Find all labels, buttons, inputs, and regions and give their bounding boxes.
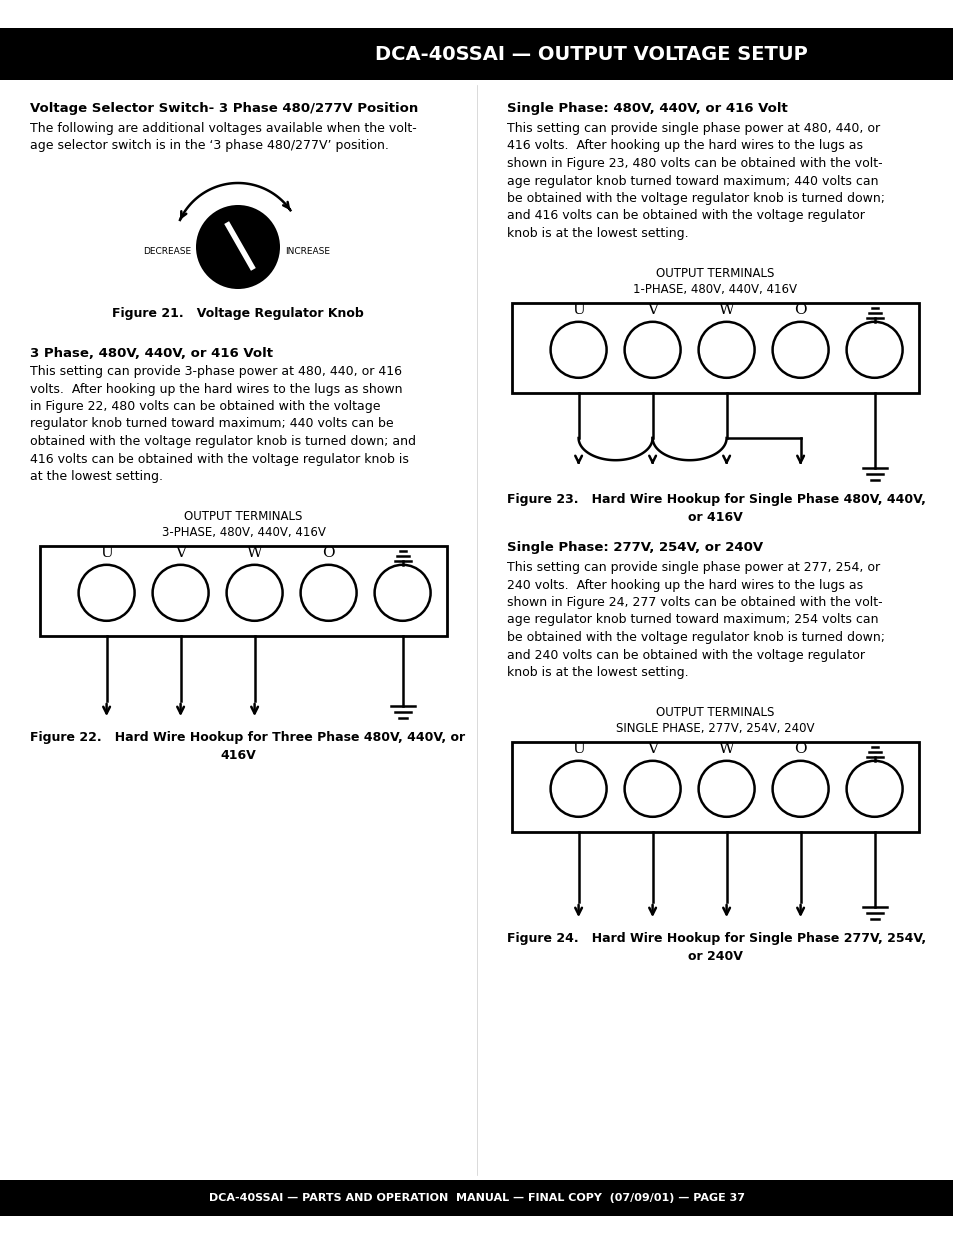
Text: O: O [322,546,335,559]
Circle shape [698,322,754,378]
Text: OUTPUT TERMINALS: OUTPUT TERMINALS [184,510,302,522]
Circle shape [772,761,828,816]
Text: Single Phase: 277V, 254V, or 240V: Single Phase: 277V, 254V, or 240V [506,541,762,555]
Circle shape [152,564,209,621]
Text: 416V: 416V [220,748,255,762]
Text: W: W [247,546,262,559]
Text: INCREASE: INCREASE [285,247,330,257]
Circle shape [550,322,606,378]
Circle shape [300,564,356,621]
Text: U: U [572,742,584,756]
Circle shape [375,564,430,621]
Text: W: W [718,303,734,317]
Text: Voltage Selector Switch- 3 Phase 480/277V Position: Voltage Selector Switch- 3 Phase 480/277… [30,103,417,115]
Text: Figure 22.   Hard Wire Hookup for Three Phase 480V, 440V, or: Figure 22. Hard Wire Hookup for Three Ph… [30,731,465,743]
Circle shape [845,322,902,378]
Bar [0,28,953,80]
Circle shape [550,761,606,816]
Text: V: V [175,546,186,559]
Text: 1-PHASE, 480V, 440V, 416V: 1-PHASE, 480V, 440V, 416V [633,283,797,296]
Text: O: O [794,742,806,756]
Text: 3-PHASE, 480V, 440V, 416V: 3-PHASE, 480V, 440V, 416V [161,526,325,538]
Bar [512,303,918,393]
Text: or 240V: or 240V [687,950,742,963]
Text: This setting can provide single phase power at 480, 440, or
416 volts.  After ho: This setting can provide single phase po… [506,122,884,240]
Text: U: U [100,546,112,559]
Text: Single Phase: 480V, 440V, or 416 Volt: Single Phase: 480V, 440V, or 416 Volt [506,103,787,115]
Text: SINGLE PHASE, 277V, 254V, 240V: SINGLE PHASE, 277V, 254V, 240V [616,722,814,735]
Circle shape [698,761,754,816]
Text: O: O [794,303,806,317]
Text: V: V [646,742,658,756]
Text: DECREASE: DECREASE [143,247,191,257]
Text: DCA-40SSAI — PARTS AND OPERATION  MANUAL — FINAL COPY  (07/09/01) — PAGE 37: DCA-40SSAI — PARTS AND OPERATION MANUAL … [209,1193,744,1203]
Circle shape [624,322,679,378]
Text: DCA-40SSAI — OUTPUT VOLTAGE SETUP: DCA-40SSAI — OUTPUT VOLTAGE SETUP [375,44,807,63]
Text: U: U [572,303,584,317]
Text: OUTPUT TERMINALS: OUTPUT TERMINALS [656,267,774,280]
Text: OUTPUT TERMINALS: OUTPUT TERMINALS [656,706,774,719]
Circle shape [845,761,902,816]
Text: 3 Phase, 480V, 440V, or 416 Volt: 3 Phase, 480V, 440V, or 416 Volt [30,347,273,359]
Circle shape [624,761,679,816]
Circle shape [78,564,134,621]
Text: This setting can provide 3-phase power at 480, 440, or 416
volts.  After hooking: This setting can provide 3-phase power a… [30,366,416,483]
Text: or 416V: or 416V [687,511,742,524]
Circle shape [772,322,828,378]
Text: Figure 23.   Hard Wire Hookup for Single Phase 480V, 440V,: Figure 23. Hard Wire Hookup for Single P… [506,493,925,506]
Bar [0,1179,953,1216]
Text: This setting can provide single phase power at 277, 254, or
240 volts.  After ho: This setting can provide single phase po… [506,561,884,679]
Bar [40,546,447,636]
Text: W: W [718,742,734,756]
Text: Figure 21.   Voltage Regulator Knob: Figure 21. Voltage Regulator Knob [112,308,363,320]
Text: The following are additional voltages available when the volt-
age selector swit: The following are additional voltages av… [30,122,416,152]
Circle shape [227,564,282,621]
Text: V: V [646,303,658,317]
Bar [512,742,918,832]
Circle shape [195,205,280,289]
Text: Figure 24.   Hard Wire Hookup for Single Phase 277V, 254V,: Figure 24. Hard Wire Hookup for Single P… [506,932,925,945]
